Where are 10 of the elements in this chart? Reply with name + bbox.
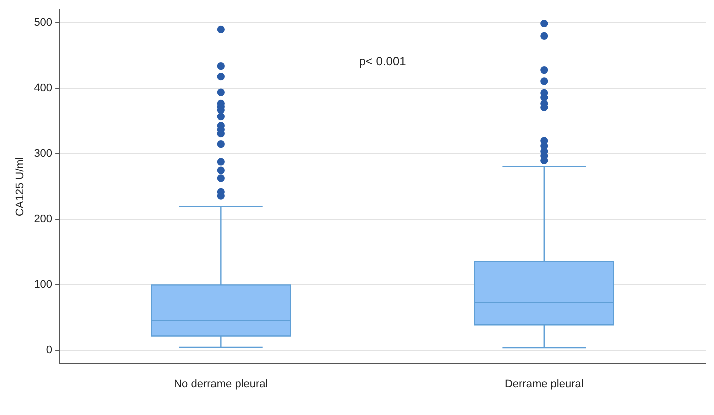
x-tick-label: Derrame pleural — [504, 378, 584, 390]
y-tick-label: 100 — [34, 279, 53, 292]
y-tick-label: 500 — [34, 17, 53, 30]
y-tick-label: 400 — [34, 82, 53, 95]
annotation: p< 0.001 — [359, 54, 407, 68]
y-tick-label: 300 — [34, 148, 53, 160]
y-tick-label: 200 — [34, 214, 53, 226]
y-axis-title: CA125 U/ml — [14, 157, 27, 217]
x-tick-label: No derrame pleural — [174, 378, 268, 390]
y-tick-label: 0 — [46, 344, 53, 357]
